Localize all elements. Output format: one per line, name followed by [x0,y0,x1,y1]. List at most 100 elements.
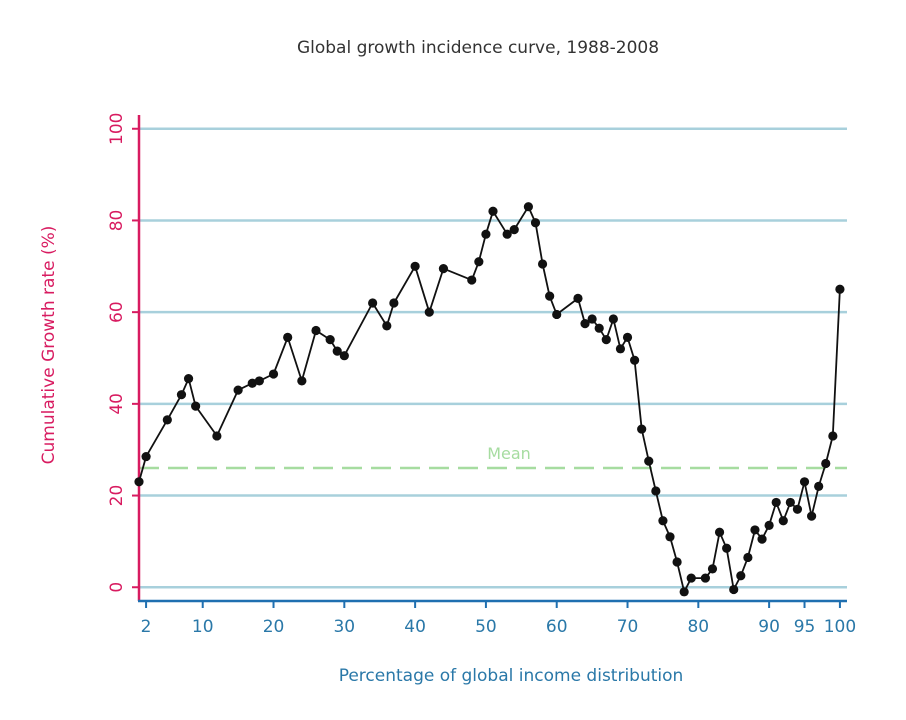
data-point [665,532,675,542]
data-point [700,573,711,583]
mean-label: Mean [487,444,531,463]
data-point [672,557,682,567]
data-point [792,504,803,514]
y-tick-label-80: 80 [107,210,127,232]
data-point [297,376,307,386]
data-point [764,520,774,530]
data-point [785,497,795,508]
data-point [615,344,626,354]
data-point [601,335,611,345]
x-tick-label-2: 2 [141,617,152,637]
data-point [807,511,817,521]
data-point [722,543,732,553]
data-point [176,390,187,400]
y-tick-label-100: 100 [107,113,127,145]
data-point [679,587,689,597]
data-point [729,584,739,595]
x-tick-label-30: 30 [333,617,355,637]
data-point [552,309,562,320]
y-tick-label-40: 40 [107,393,127,415]
data-point [530,218,541,228]
y-tick-label-0: 0 [107,582,127,593]
data-point [502,229,512,239]
data-point [212,431,222,441]
axes [132,115,847,608]
data-point [707,564,718,574]
data-point [573,293,583,303]
data-point [268,369,279,379]
data-point [736,571,746,581]
x-tick-label-60: 60 [546,617,568,637]
data-point [481,229,491,239]
data-point [254,376,264,386]
data-point [651,486,661,496]
data-point [247,378,257,388]
data-point [778,516,788,526]
data-point [134,477,144,487]
x-tick-label-70: 70 [617,617,639,637]
data-point [686,573,696,583]
data-point [537,259,548,269]
data-point [714,527,725,537]
chart-title: Global growth incidence curve, 1988-2008 [297,38,659,58]
y-tick-labels: 0 20 40 60 80 100 [107,113,127,593]
data-point [580,319,590,329]
data-point [594,323,604,333]
data-point [474,257,484,267]
data-point [325,335,335,345]
x-tick-label-50: 50 [475,617,497,637]
x-tick-label-40: 40 [404,617,426,637]
data-point [311,325,321,336]
data-point [750,525,760,535]
x-axis-label: Percentage of global income distribution [339,666,684,686]
data-point [658,516,668,526]
x-tick-label-100: 100 [824,617,856,637]
x-tick-label-10: 10 [192,617,214,637]
data-point [630,355,640,365]
data-point [389,298,399,308]
series-line-0 [138,205,841,593]
data-series [134,202,845,597]
data-point [339,351,349,361]
data-point [467,275,477,285]
data-point [622,332,633,342]
data-point [757,534,767,544]
data-point [191,401,201,411]
data-point [835,284,845,294]
grid-lines [139,127,847,589]
data-point [608,314,618,324]
x-tick-label-90: 90 [758,617,780,637]
data-point [771,497,781,508]
data-point [382,321,392,331]
data-point [545,291,555,301]
data-point [821,458,831,469]
mean-line-group: Mean [139,444,847,470]
x-tick-label-20: 20 [263,617,285,637]
data-point [799,477,810,487]
data-point [637,424,647,434]
y-tick-label-60: 60 [107,301,127,323]
y-tick-label-20: 20 [107,485,127,507]
y-axis-label: Cumulative Growth rate (%) [39,226,59,465]
data-point [368,298,378,308]
data-point [523,202,534,212]
data-point [332,346,342,356]
data-point [509,225,519,235]
data-point [233,385,243,395]
data-point [410,261,420,271]
data-point [644,456,654,466]
data-point [743,552,753,563]
data-point [828,431,838,441]
x-tick-label-80: 80 [687,617,709,637]
data-point [587,314,597,324]
x-tick-labels: 2 10 20 30 40 50 60 70 80 90 95 100 [141,617,856,637]
data-point [141,451,151,462]
data-point [438,263,449,274]
data-point [814,481,824,491]
data-point [183,374,194,384]
x-tick-label-95: 95 [794,617,816,637]
data-point [488,206,498,216]
data-point [424,307,434,317]
data-point [162,415,172,425]
